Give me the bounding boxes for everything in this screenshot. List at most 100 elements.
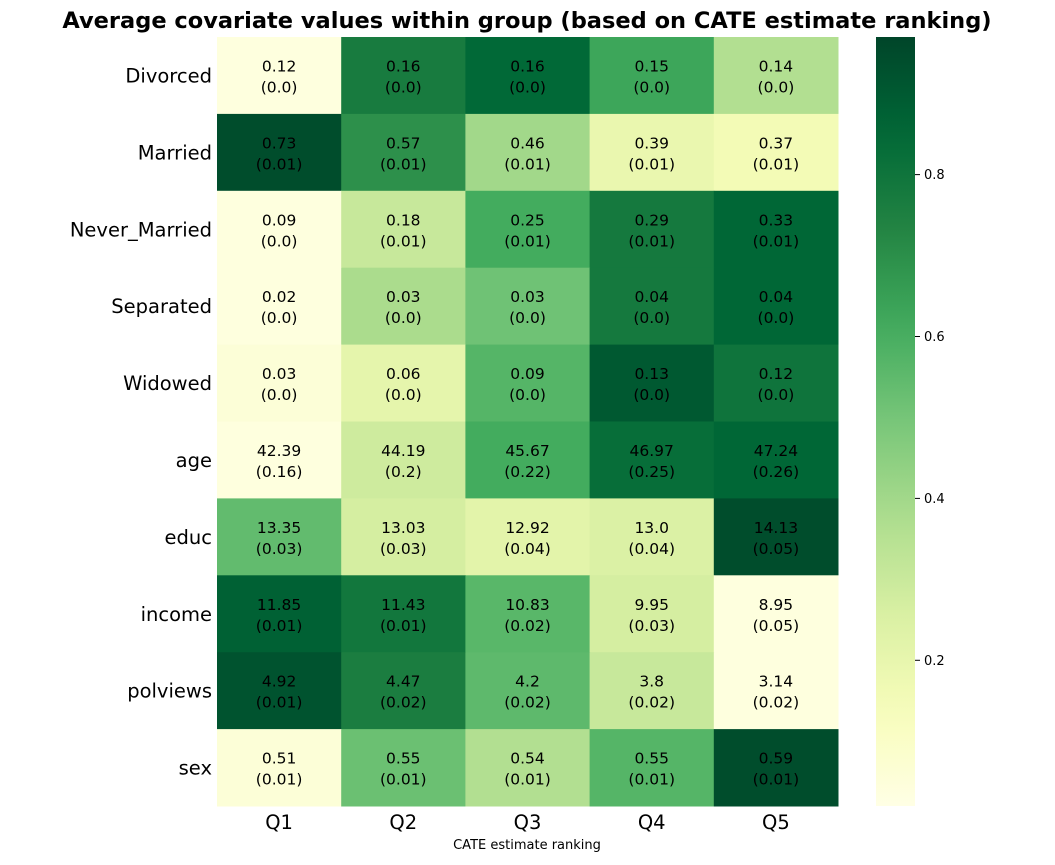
cell-stderr-label: (0.01)	[380, 617, 427, 635]
heatmap-cell	[713, 190, 839, 269]
cell-value-label: 4.92	[262, 673, 297, 691]
heatmap-cell	[713, 652, 839, 730]
heatmap-cell	[465, 113, 591, 192]
y-tick-label: age	[176, 449, 212, 472]
cell-value-label: 0.06	[386, 365, 421, 383]
colorbar-tick-label: 0.2	[924, 654, 945, 669]
heatmap-cell	[217, 729, 342, 807]
heatmap-cell	[713, 37, 839, 115]
cell-stderr-label: (0.0)	[633, 386, 670, 404]
cell-value-label: 0.59	[759, 750, 794, 768]
cell-stderr-label: (0.0)	[261, 386, 298, 404]
cell-value-label: 0.04	[759, 288, 794, 306]
cell-value-label: 0.04	[634, 288, 669, 306]
cell-value-label: 3.14	[759, 673, 794, 691]
heatmap-cell	[465, 575, 591, 653]
cell-stderr-label: (0.02)	[380, 694, 427, 712]
cell-value-label: 0.73	[262, 134, 297, 152]
cell-value-label: 46.97	[630, 442, 674, 460]
cell-value-label: 13.03	[381, 519, 425, 537]
cell-stderr-label: (0.01)	[753, 232, 800, 250]
heatmap-cell	[713, 113, 839, 192]
heatmap-cell	[217, 498, 342, 576]
cell-stderr-label: (0.01)	[256, 617, 303, 635]
y-tick-label: Widowed	[123, 372, 212, 395]
x-tick-labels: Q1 Q2 Q3 Q4 Q5	[265, 811, 790, 834]
cell-value-label: 45.67	[505, 442, 549, 460]
y-tick-label: polviews	[127, 680, 212, 703]
cell-value-label: 0.12	[262, 57, 297, 75]
cell-annotations: 0.12 (0.0) 0.16 (0.0) 0.16 (0.0) 0.15 (0.0) 0.14…	[256, 57, 799, 788]
heatmap-cell	[589, 729, 715, 807]
cell-stderr-label: (0.03)	[628, 617, 675, 635]
cell-value-label: 0.02	[262, 288, 297, 306]
heatmap-cell	[713, 729, 839, 807]
cell-value-label: 0.16	[510, 57, 545, 75]
cell-stderr-label: (0.0)	[509, 309, 546, 327]
cell-value-label: 0.18	[386, 211, 421, 229]
heatmap-cell	[217, 113, 342, 192]
cell-stderr-label: (0.04)	[628, 540, 675, 558]
cell-value-label: 0.46	[510, 134, 545, 152]
heatmap-cell	[217, 421, 342, 499]
x-tick-label: Q3	[514, 811, 542, 834]
heatmap-cell	[341, 421, 466, 499]
cell-value-label: 0.12	[759, 365, 794, 383]
cell-stderr-label: (0.0)	[509, 386, 546, 404]
heatmap-cell	[341, 652, 466, 730]
cell-stderr-label: (0.0)	[385, 386, 422, 404]
y-tick-label: Married	[138, 141, 212, 164]
heatmap-cell	[465, 190, 591, 269]
cell-value-label: 0.57	[386, 134, 421, 152]
heatmap-cell	[713, 344, 839, 422]
cell-stderr-label: (0.04)	[504, 540, 551, 558]
cell-stderr-label: (0.0)	[633, 309, 670, 327]
cell-value-label: 13.35	[257, 519, 301, 537]
heatmap-cell	[589, 652, 715, 730]
cell-value-label: 0.33	[759, 211, 794, 229]
y-tick-label: Divorced	[125, 64, 212, 87]
x-tick-label: Q1	[265, 811, 293, 834]
cell-stderr-label: (0.01)	[504, 771, 551, 789]
cell-stderr-label: (0.01)	[628, 771, 675, 789]
cell-stderr-label: (0.0)	[261, 232, 298, 250]
heatmap-cell	[589, 37, 715, 115]
cell-value-label: 47.24	[754, 442, 798, 460]
cell-value-label: 0.55	[634, 750, 669, 768]
cell-stderr-label: (0.2)	[385, 463, 422, 481]
cell-stderr-label: (0.01)	[504, 232, 551, 250]
heatmap-cell	[341, 190, 466, 269]
colorbar-tick-label: 0.4	[924, 492, 945, 507]
cell-stderr-label: (0.0)	[633, 78, 670, 96]
colorbar	[876, 37, 915, 806]
cell-stderr-label: (0.01)	[380, 771, 427, 789]
cell-value-label: 0.25	[510, 211, 545, 229]
cell-value-label: 0.54	[510, 750, 545, 768]
cell-value-label: 44.19	[381, 442, 425, 460]
heatmap-cell	[217, 37, 342, 115]
heatmap-cell	[589, 113, 715, 192]
heatmap-cell	[713, 498, 839, 576]
cell-stderr-label: (0.0)	[385, 309, 422, 327]
cell-value-label: 0.14	[759, 57, 794, 75]
cell-value-label: 4.2	[515, 673, 540, 691]
cell-value-label: 0.09	[510, 365, 545, 383]
cell-stderr-label: (0.05)	[753, 540, 800, 558]
y-tick-label: Never_Married	[70, 218, 212, 241]
cell-stderr-label: (0.01)	[753, 771, 800, 789]
cell-value-label: 11.43	[381, 596, 425, 614]
cell-stderr-label: (0.03)	[380, 540, 427, 558]
cell-stderr-label: (0.16)	[256, 463, 303, 481]
y-tick-label: Separated	[111, 295, 212, 318]
heatmap-cell	[589, 190, 715, 269]
x-axis-label: CATE estimate ranking	[453, 838, 601, 853]
cell-stderr-label: (0.01)	[256, 155, 303, 173]
heatmap-cell	[713, 575, 839, 653]
colorbar-ticks: 0.2 0.4 0.6 0.8	[915, 168, 945, 669]
heatmap-cells	[217, 37, 839, 807]
heatmap-cell	[341, 37, 466, 115]
cell-stderr-label: (0.02)	[504, 617, 551, 635]
cell-stderr-label: (0.0)	[261, 78, 298, 96]
cell-stderr-label: (0.03)	[256, 540, 303, 558]
